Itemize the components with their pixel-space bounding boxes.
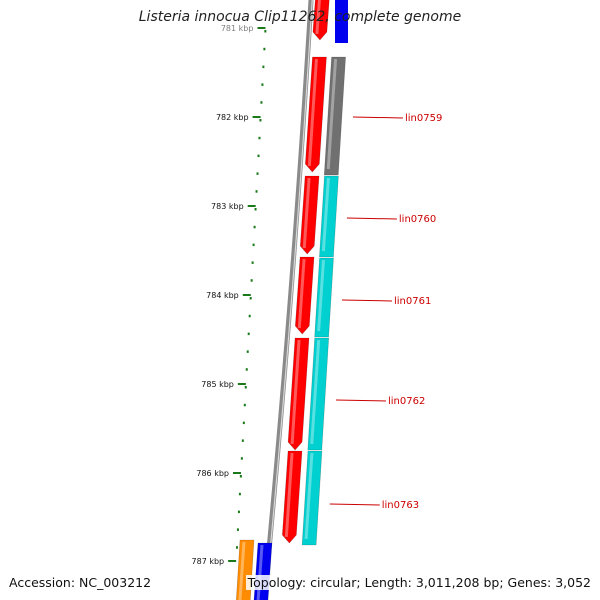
tick-label: 787 kbp	[192, 557, 225, 566]
tick-label: 781 kbp	[221, 24, 254, 33]
forward-gene-lin0759	[305, 56, 327, 173]
forward-gene-lin0760	[299, 175, 320, 255]
forward-gene-lin0762	[287, 337, 310, 451]
gene-label: lin0762	[388, 396, 425, 407]
minor-tick-group	[235, 30, 267, 549]
feature-tracks	[235, 0, 348, 600]
genome-backbone-highlight	[264, 0, 313, 600]
reverse-track-lin0760	[319, 175, 339, 258]
gene-label: lin0760	[399, 214, 436, 225]
forward-gene-lin0763	[282, 450, 303, 544]
gene-label: lin0763	[382, 500, 419, 511]
gene-leader-line	[346, 217, 397, 220]
gene-leader-line	[335, 399, 387, 402]
reverse-feature-top	[335, 0, 348, 43]
tick-label: 785 kbp	[201, 380, 234, 389]
forward-gene-lin0761	[294, 256, 315, 335]
gene-label: lin0761	[394, 296, 431, 307]
major-tick-group: 781 kbp 782 kbp 783 kbp 784 kbp 785 kbp 786 k…	[192, 24, 266, 566]
forward-feature-top	[312, 0, 330, 41]
gene-leader-line	[341, 299, 393, 302]
tick-label: 786 kbp	[196, 469, 229, 478]
genome-summary: Topology: circular; Length: 3,011,208 bp…	[245, 575, 591, 590]
tick-label: 784 kbp	[206, 291, 239, 300]
gene-label: lin0759	[405, 113, 442, 124]
reverse-track-lin0761	[314, 257, 334, 338]
genome-title: Listeria innocua Clip11262, complete gen…	[138, 9, 462, 25]
gene-leader-line	[352, 116, 403, 119]
gene-label-group: lin0759 lin0760 lin0761 lin0762 lin0763	[329, 113, 442, 511]
reverse-track-lin0762	[307, 337, 330, 451]
reverse-track-lin0763	[301, 450, 323, 546]
tick-label: 783 kbp	[211, 202, 244, 211]
gene-leader-line	[329, 503, 380, 506]
accession-label: Accession: NC_003212	[9, 575, 152, 590]
tick-label: 782 kbp	[216, 113, 249, 122]
genome-backbone	[261, 0, 314, 600]
reverse-track-lin0759	[323, 56, 346, 176]
